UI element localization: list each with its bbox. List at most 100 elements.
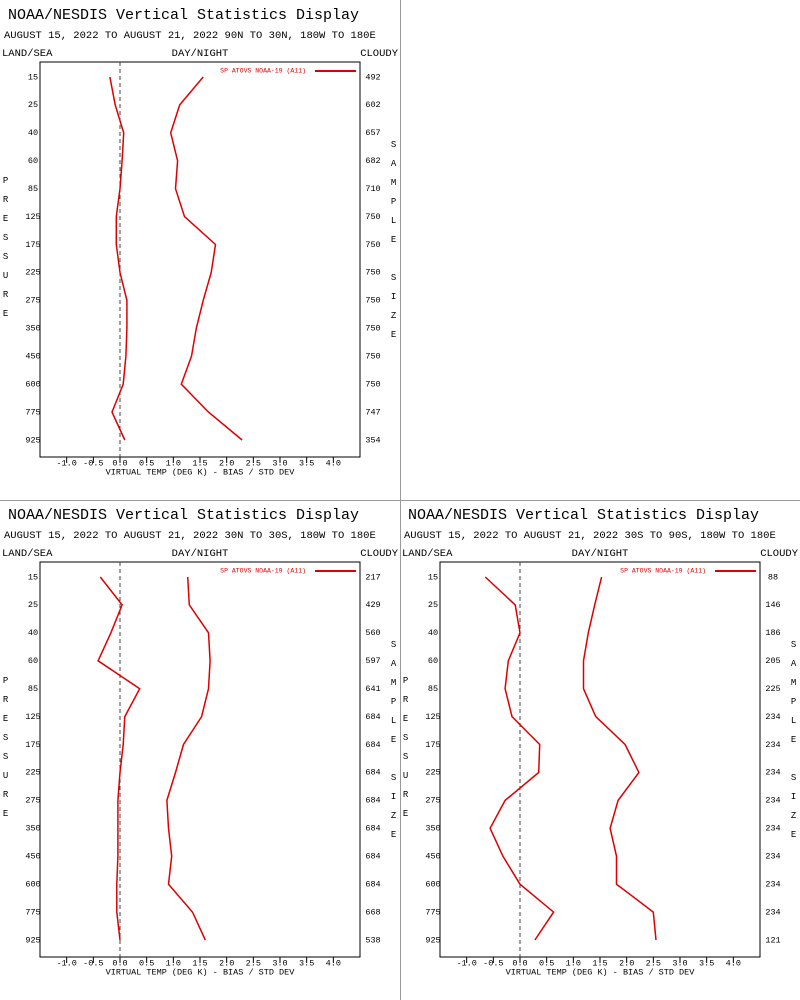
sample-size: 234	[765, 824, 780, 834]
y-tick-label: 600	[25, 879, 40, 889]
x-tick-label: 0.0	[112, 958, 127, 968]
y-tick-label: 175	[25, 240, 40, 250]
y2-axis-label: SAMPLE SIZE	[789, 640, 799, 849]
sample-size: 668	[365, 907, 380, 917]
x-tick-label: 1.5	[592, 958, 607, 968]
y-tick-label: 225	[25, 768, 40, 778]
cloudy: CLOUDY	[360, 48, 399, 60]
y-tick-label: 350	[25, 824, 40, 834]
chart-title: NOAA/NESDIS Vertical Statistics Display	[8, 507, 359, 524]
sample-size: 641	[365, 684, 380, 694]
y-tick-label: 40	[28, 628, 38, 638]
x-tick-label: 2.5	[246, 958, 261, 968]
y-tick-label: 925	[425, 935, 440, 945]
subtitle: AUGUST 15, 2022 TO AUGUST 21, 2022 30N T…	[4, 530, 376, 542]
y-tick-label: 40	[28, 128, 38, 138]
y-tick-label: 775	[425, 907, 440, 917]
sample-size: 750	[365, 324, 380, 334]
y-axis-label: PRESSURE	[401, 676, 411, 828]
x-tick-label: 3.0	[272, 958, 287, 968]
y-tick-label: 175	[425, 740, 440, 750]
x-tick-label: 1.5	[192, 458, 207, 468]
sample-size: 429	[365, 600, 380, 610]
x-tick-label: 4.0	[726, 958, 741, 968]
y-tick-label: 275	[25, 296, 40, 306]
sample-size: 560	[365, 628, 380, 638]
y-tick-label: 15	[428, 572, 438, 582]
x-tick-label: 1.0	[566, 958, 581, 968]
sample-size: 597	[365, 656, 380, 666]
legend-label: SP ATOVS NOAA-19 (A11)	[220, 68, 306, 75]
y-tick-label: 15	[28, 72, 38, 82]
sample-size: 684	[365, 851, 380, 861]
x-tick-label: 2.5	[646, 958, 661, 968]
x-tick-label: 1.0	[166, 458, 181, 468]
sample-size: 234	[765, 796, 780, 806]
sample-size: 205	[765, 656, 780, 666]
cloudy: CLOUDY	[760, 548, 799, 560]
x-tick-label: 1.5	[192, 958, 207, 968]
land-sea: LAND/SEA	[2, 548, 53, 560]
sample-size: 747	[365, 407, 380, 417]
sample-size: 710	[365, 184, 380, 194]
y-tick-label: 85	[28, 184, 38, 194]
y-tick-label: 450	[425, 851, 440, 861]
x-tick-label: -1.0	[56, 958, 76, 968]
series-line	[97, 576, 141, 941]
sample-size: 88	[768, 572, 778, 582]
y-tick-label: 25	[28, 100, 38, 110]
sample-size: 684	[365, 740, 380, 750]
x-tick-label: 2.5	[246, 458, 261, 468]
y-tick-label: 125	[25, 212, 40, 222]
y-tick-label: 40	[428, 628, 438, 638]
x-tick-label: 2.0	[219, 958, 234, 968]
sample-size: 234	[765, 740, 780, 750]
x-tick-label: 0.5	[139, 458, 154, 468]
x-tick-label: 0.0	[512, 958, 527, 968]
sample-size: 234	[765, 879, 780, 889]
sample-size: 750	[365, 268, 380, 278]
x-tick-label: 3.5	[299, 458, 314, 468]
land-sea: LAND/SEA	[2, 48, 53, 60]
y-tick-label: 450	[25, 351, 40, 361]
y-tick-label: 25	[428, 600, 438, 610]
x-tick-label: 2.0	[219, 458, 234, 468]
y-tick-label: 775	[25, 407, 40, 417]
cloudy: CLOUDY	[360, 548, 399, 560]
sample-size: 684	[365, 824, 380, 834]
y-tick-label: 85	[28, 684, 38, 694]
sample-size: 684	[365, 712, 380, 722]
series-line	[582, 576, 657, 941]
chart-title: NOAA/NESDIS Vertical Statistics Display	[408, 507, 759, 524]
x-tick-label: 0.5	[539, 958, 554, 968]
y-tick-label: 15	[28, 572, 38, 582]
day-night: DAY/NIGHT	[572, 548, 629, 560]
sample-size: 684	[365, 879, 380, 889]
x-axis-label: VIRTUAL TEMP (DEG K) - BIAS / STD DEV	[106, 467, 296, 477]
x-tick-label: 4.0	[326, 958, 341, 968]
y-tick-label: 350	[425, 824, 440, 834]
sample-size: 186	[765, 628, 780, 638]
x-tick-label: -0.5	[83, 458, 103, 468]
y-tick-label: 125	[425, 712, 440, 722]
x-axis-label: VIRTUAL TEMP (DEG K) - BIAS / STD DEV	[506, 967, 696, 977]
x-tick-label: 3.0	[272, 458, 287, 468]
series-line	[109, 76, 128, 441]
y-tick-label: 350	[25, 324, 40, 334]
sample-size: 750	[365, 240, 380, 250]
subtitle: AUGUST 15, 2022 TO AUGUST 21, 2022 30S T…	[404, 530, 776, 542]
x-tick-label: 0.0	[112, 458, 127, 468]
x-tick-label: 4.0	[326, 458, 341, 468]
x-tick-label: 0.5	[139, 958, 154, 968]
y-tick-label: 60	[28, 156, 38, 166]
sample-size: 750	[365, 296, 380, 306]
y-tick-label: 25	[28, 600, 38, 610]
sample-size: 234	[765, 907, 780, 917]
sample-size: 684	[365, 796, 380, 806]
x-tick-label: 3.0	[672, 958, 687, 968]
y-tick-label: 275	[425, 796, 440, 806]
sample-size: 602	[365, 100, 380, 110]
y-tick-label: 600	[425, 879, 440, 889]
series-line	[166, 576, 211, 941]
